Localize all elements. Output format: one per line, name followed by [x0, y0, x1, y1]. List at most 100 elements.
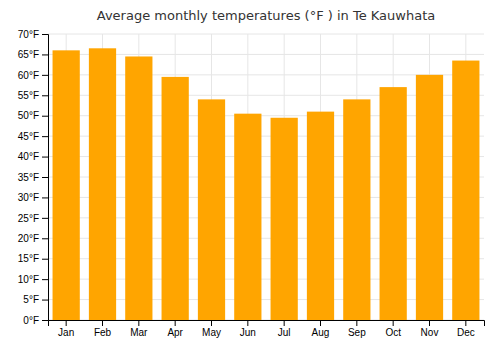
bar	[89, 48, 116, 320]
x-tick-label: Sep	[348, 327, 366, 338]
x-tick: Sep	[348, 320, 366, 338]
bar	[380, 87, 407, 320]
y-tick-label: 20°F	[18, 233, 39, 244]
plot: 0°F 5°F 10°F 15°F 20°F 25°F 30°F 35°F 40°F 45°F 50…	[18, 29, 485, 338]
y-tick: 15°F	[18, 253, 48, 264]
x-tick-label: Dec	[457, 327, 475, 338]
y-tick-label: 35°F	[18, 172, 39, 183]
y-tick: 35°F	[18, 172, 48, 183]
x-tick-mark	[320, 320, 321, 326]
bar	[162, 77, 189, 320]
y-axis: 0°F 5°F 10°F 15°F 20°F 25°F 30°F 35°F 40°F 45°F 50…	[18, 29, 49, 326]
y-tick-label: 60°F	[18, 70, 39, 81]
y-tick-mark	[42, 238, 48, 239]
chart: 0°F 5°F 10°F 15°F 20°F 25°F 30°F 35°F 40°F 45°F 50…	[0, 0, 500, 350]
y-tick: 10°F	[18, 274, 48, 285]
y-axis-line	[42, 35, 49, 321]
x-tick: May	[202, 320, 221, 338]
y-tick-label: 25°F	[18, 213, 39, 224]
y-tick-mark	[42, 54, 48, 55]
y-tick-mark	[42, 34, 48, 35]
x-tick: Nov	[421, 320, 439, 338]
x-tick: Dec	[457, 320, 475, 338]
x-tick-mark	[356, 320, 357, 326]
y-tick: 50°F	[18, 110, 48, 121]
y-tick: 25°F	[18, 213, 48, 224]
x-tick-label: Mar	[130, 327, 148, 338]
y-tick: 20°F	[18, 233, 48, 244]
y-tick-mark	[42, 136, 48, 137]
y-tick-label: 70°F	[18, 29, 39, 40]
x-tick-mark	[393, 320, 394, 326]
y-tick: 45°F	[18, 131, 48, 142]
y-tick-label: 50°F	[18, 110, 39, 121]
y-tick-mark	[42, 279, 48, 280]
x-tick-mark	[211, 320, 212, 326]
bar	[234, 114, 261, 320]
grid-line	[48, 34, 484, 35]
y-tick-label: 45°F	[18, 131, 39, 142]
x-tick-mark	[247, 320, 248, 326]
x-tick: Jul	[278, 320, 291, 338]
y-tick-label: 65°F	[18, 49, 39, 60]
grid	[48, 34, 484, 320]
y-tick: 65°F	[18, 49, 48, 60]
y-tick: 30°F	[18, 192, 48, 203]
x-tick-mark	[102, 320, 103, 326]
x-tick-label: Apr	[167, 327, 183, 338]
bar	[452, 61, 479, 320]
y-tick-mark	[42, 300, 48, 301]
x-tick-label: Aug	[312, 327, 330, 338]
y-tick-mark	[42, 197, 48, 198]
y-tick-mark	[42, 95, 48, 96]
y-tick-mark	[42, 259, 48, 260]
bar	[343, 99, 370, 320]
x-tick: Aug	[312, 320, 330, 338]
x-tick: Jan	[58, 320, 74, 338]
x-tick: Feb	[94, 320, 112, 338]
y-tick: 0°F	[23, 315, 48, 326]
x-tick: Apr	[167, 320, 183, 338]
y-tick: 40°F	[18, 151, 48, 162]
x-axis-line	[49, 321, 485, 327]
bar	[125, 56, 152, 320]
x-tick-label: Jan	[58, 327, 74, 338]
x-tick: Mar	[130, 320, 148, 338]
x-tick-label: Jul	[278, 327, 291, 338]
y-tick-label: 15°F	[18, 253, 39, 264]
x-tick-mark	[66, 320, 67, 326]
x-tick-label: Jun	[240, 327, 256, 338]
y-tick-mark	[42, 116, 48, 117]
x-tick-mark	[429, 320, 430, 326]
x-tick-label: May	[202, 327, 221, 338]
y-tick-mark	[42, 75, 48, 76]
bar	[198, 99, 225, 320]
y-tick: 55°F	[18, 90, 48, 101]
bar	[53, 50, 80, 320]
y-tick-mark	[42, 177, 48, 178]
x-tick-label: Feb	[94, 327, 112, 338]
x-tick-mark	[175, 320, 176, 326]
bar	[416, 75, 443, 320]
x-tick-label: Nov	[421, 327, 439, 338]
y-tick-label: 55°F	[18, 90, 39, 101]
bar	[307, 112, 334, 320]
y-tick-mark	[42, 320, 48, 321]
title: Average monthly temperatures (°F ) in Te…	[97, 8, 435, 23]
bars	[53, 48, 480, 320]
bar	[271, 118, 298, 320]
y-tick: 70°F	[18, 29, 48, 40]
x-tick: Oct	[385, 320, 401, 338]
y-tick-label: 0°F	[23, 315, 39, 326]
y-tick: 5°F	[23, 294, 48, 305]
y-tick-label: 10°F	[18, 274, 39, 285]
x-tick-mark	[284, 320, 285, 326]
y-tick-mark	[42, 157, 48, 158]
y-tick-mark	[42, 218, 48, 219]
y-tick-label: 30°F	[18, 192, 39, 203]
y-tick-label: 5°F	[23, 294, 39, 305]
x-tick-label: Oct	[385, 327, 401, 338]
y-tick: 60°F	[18, 70, 48, 81]
x-axis: Jan Feb Mar Apr May Jun Jul Aug Sep Oct Nov Dec	[49, 320, 485, 338]
y-tick-label: 40°F	[18, 151, 39, 162]
